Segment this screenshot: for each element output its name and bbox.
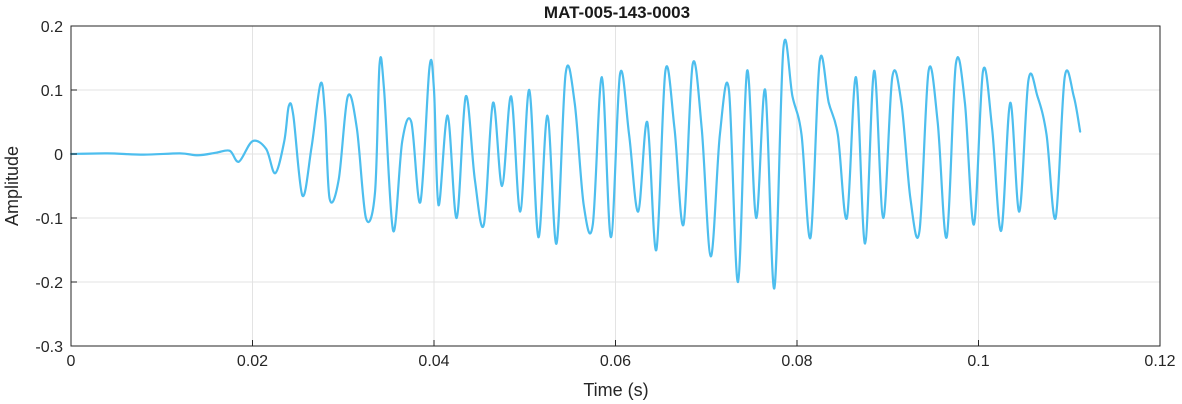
y-axis-label: Amplitude [2, 146, 22, 226]
y-tick-label: -0.2 [35, 275, 63, 292]
x-tick-label: 0.1 [967, 353, 989, 370]
chart-title: MAT-005-143-0003 [544, 3, 690, 22]
y-tick-label: 0.2 [41, 19, 63, 36]
x-axis-label: Time (s) [583, 380, 648, 400]
series-line [69, 38, 1082, 290]
y-tick-label: -0.3 [35, 339, 63, 356]
x-tick-label: 0.08 [781, 353, 812, 370]
y-tick-label: 0 [54, 147, 63, 164]
x-tick-label: 0 [67, 353, 76, 370]
x-tick-label: 0.04 [418, 353, 449, 370]
y-tick-label: -0.1 [35, 211, 63, 228]
series-layer [69, 38, 1082, 290]
y-tick-label: 0.1 [41, 83, 63, 100]
x-tick-label: 0.06 [600, 353, 631, 370]
x-tick-label: 0.02 [237, 353, 268, 370]
ticks: 0 0.02 0.04 0.06 0.08 0.1 0.12 -0.3 -0.2 -0.1 0 0.1… [35, 19, 1175, 370]
x-tick-label: 0.12 [1144, 353, 1175, 370]
